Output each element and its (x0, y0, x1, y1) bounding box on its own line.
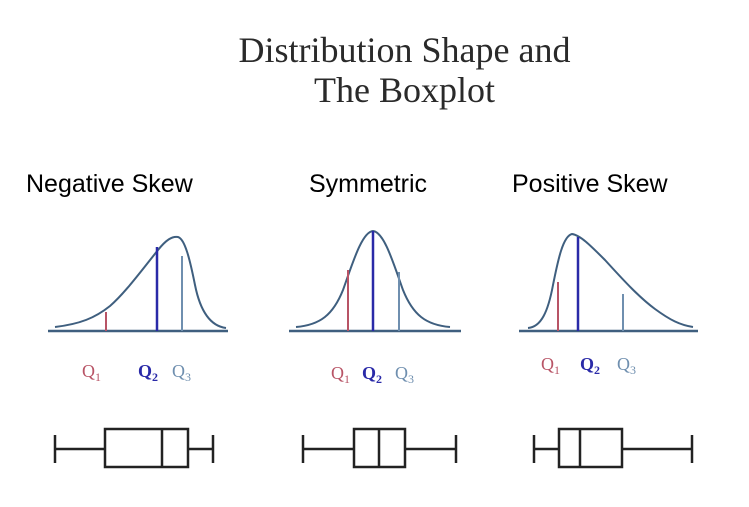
panel-positive-skew: Q1 Q2 Q3 (519, 232, 698, 469)
boxplot-symmetric (301, 427, 458, 469)
boxplot-positive-skew (532, 427, 694, 469)
curve-negative-skew (54, 235, 227, 329)
q1-label-symmetric: Q1 (331, 363, 350, 386)
curve-positive-skew (527, 232, 694, 329)
q1-label-negative: Q1 (82, 361, 101, 384)
panel-symmetric: Q1 Q2 Q3 (289, 229, 461, 469)
q2-label-symmetric: Q2 (362, 363, 382, 386)
title-line-1: Distribution Shape and (238, 30, 571, 70)
title-line-2: The Boxplot (314, 70, 495, 110)
q3-label-negative: Q3 (172, 361, 191, 384)
q2-label-positive: Q2 (580, 354, 600, 377)
q2-label-negative: Q2 (138, 361, 158, 384)
label-negative-skew: Negative Skew (26, 170, 193, 198)
panel-negative-skew: Q1 Q2 Q3 (48, 235, 228, 469)
q3-label-symmetric: Q3 (395, 363, 414, 386)
q3-label-positive: Q3 (617, 354, 636, 377)
label-positive-skew: Positive Skew (512, 170, 668, 198)
q1-label-positive: Q1 (541, 354, 560, 377)
boxplot-negative-skew (53, 427, 215, 469)
label-symmetric: Symmetric (309, 170, 428, 198)
diagram-title: Distribution Shape and The Boxplot (0, 30, 749, 110)
